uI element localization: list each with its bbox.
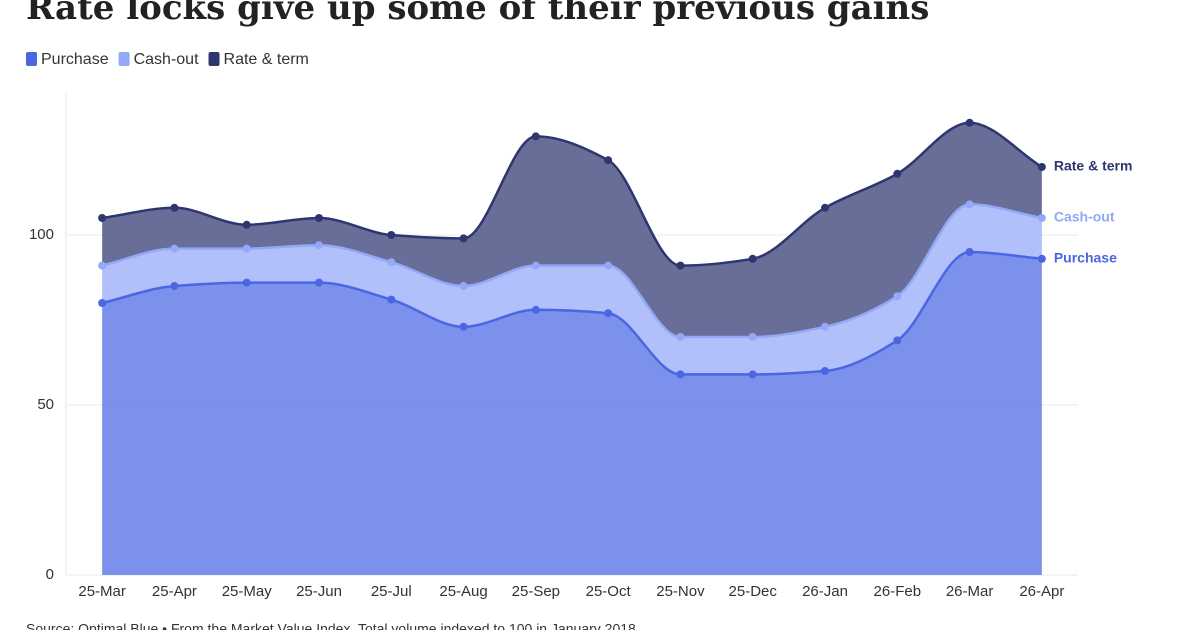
point bbox=[387, 295, 396, 304]
point bbox=[748, 370, 757, 379]
point bbox=[676, 333, 685, 341]
point bbox=[98, 214, 107, 222]
source-note: Source: Optimal Blue • From the Market V… bbox=[26, 621, 636, 630]
point bbox=[893, 336, 902, 345]
point bbox=[387, 258, 396, 267]
x-tick-label: 25-May bbox=[222, 583, 273, 600]
x-tick-label: 25-Mar bbox=[78, 583, 126, 600]
point bbox=[242, 220, 251, 229]
point bbox=[459, 322, 468, 331]
area bbox=[102, 122, 1042, 337]
point bbox=[531, 132, 540, 141]
point bbox=[821, 367, 829, 375]
legend-swatch bbox=[26, 52, 37, 66]
x-tick-label: 25-Apr bbox=[152, 583, 197, 600]
point bbox=[604, 156, 613, 165]
legend-swatch bbox=[208, 52, 220, 66]
x-tick-label: 25-Jul bbox=[371, 583, 412, 600]
x-tick-label: 25-Sep bbox=[512, 583, 560, 600]
y-tick-label: 100 bbox=[29, 226, 54, 243]
point bbox=[242, 278, 251, 287]
point bbox=[821, 322, 829, 331]
x-tick-label: 25-Jun bbox=[296, 583, 342, 600]
x-tick-label: 25-Dec bbox=[729, 583, 778, 600]
y-tick-label: 50 bbox=[37, 396, 54, 413]
point bbox=[170, 203, 179, 212]
point bbox=[242, 244, 251, 253]
end-label: Rate & term bbox=[1054, 158, 1133, 174]
x-tick-label: 26-Mar bbox=[946, 583, 994, 600]
legend-label: Rate & term bbox=[224, 51, 309, 68]
point bbox=[98, 299, 107, 307]
x-tick-label: 26-Feb bbox=[874, 583, 922, 600]
end-label: Purchase bbox=[1054, 250, 1117, 266]
point bbox=[170, 282, 179, 290]
point bbox=[1037, 254, 1046, 263]
end-label: Cash-out bbox=[1054, 209, 1115, 225]
y-tick-label: 0 bbox=[46, 566, 54, 583]
area bbox=[102, 204, 1042, 375]
legend-label: Cash-out bbox=[134, 51, 199, 68]
x-tick-label: 26-Apr bbox=[1019, 583, 1064, 600]
point bbox=[604, 261, 613, 270]
area bbox=[102, 252, 1042, 575]
point bbox=[315, 278, 323, 287]
point bbox=[170, 244, 179, 253]
point bbox=[748, 333, 757, 341]
point bbox=[965, 118, 974, 127]
point bbox=[965, 248, 974, 256]
point bbox=[676, 261, 685, 270]
point bbox=[1037, 214, 1046, 222]
point bbox=[965, 200, 974, 209]
chart-title: Rate locks give up some of their previou… bbox=[26, 0, 929, 28]
point bbox=[821, 203, 829, 212]
point bbox=[98, 261, 107, 270]
x-tick-label: 25-Aug bbox=[439, 583, 487, 600]
point bbox=[315, 241, 323, 250]
point bbox=[459, 282, 468, 290]
point bbox=[387, 231, 396, 239]
x-tick-label: 26-Jan bbox=[802, 583, 848, 600]
point bbox=[893, 169, 902, 178]
point bbox=[676, 370, 685, 379]
x-tick-label: 25-Oct bbox=[586, 583, 632, 600]
point bbox=[893, 292, 902, 301]
series-line bbox=[101, 121, 1043, 267]
legend-swatch bbox=[118, 52, 130, 66]
legend-label: Purchase bbox=[41, 51, 109, 68]
point bbox=[604, 309, 613, 318]
point bbox=[459, 234, 468, 243]
point bbox=[315, 214, 323, 222]
x-tick-label: 25-Nov bbox=[656, 583, 705, 600]
point bbox=[531, 261, 540, 270]
point bbox=[531, 305, 540, 314]
point bbox=[748, 254, 757, 263]
point bbox=[1037, 163, 1046, 171]
